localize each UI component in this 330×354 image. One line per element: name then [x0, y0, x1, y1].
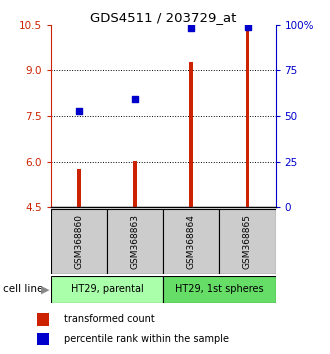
Title: GDS4511 / 203729_at: GDS4511 / 203729_at [90, 11, 237, 24]
Bar [37, 313, 49, 326]
Text: HT29, 1st spheres: HT29, 1st spheres [175, 284, 264, 295]
Text: GSM368860: GSM368860 [75, 214, 84, 269]
Bar [133, 161, 137, 207]
Text: cell line: cell line [3, 284, 44, 295]
Text: percentile rank within the sample: percentile rank within the sample [64, 334, 229, 344]
Bar [246, 27, 249, 207]
Text: GSM368863: GSM368863 [131, 214, 140, 269]
Bar [107, 209, 163, 274]
Text: HT29, parental: HT29, parental [71, 284, 144, 295]
Text: ▶: ▶ [41, 284, 50, 295]
Text: transformed count: transformed count [64, 314, 154, 325]
Bar [163, 276, 276, 303]
Bar [219, 209, 276, 274]
Point [77, 109, 82, 114]
Bar [51, 276, 163, 303]
Bar [77, 169, 81, 207]
Point [189, 25, 194, 31]
Bar [189, 62, 193, 207]
Point [133, 96, 138, 102]
Text: GSM368864: GSM368864 [187, 214, 196, 269]
Text: GSM368865: GSM368865 [243, 214, 252, 269]
Bar [37, 333, 49, 346]
Point [245, 24, 250, 30]
Bar [163, 209, 219, 274]
Bar [51, 209, 107, 274]
